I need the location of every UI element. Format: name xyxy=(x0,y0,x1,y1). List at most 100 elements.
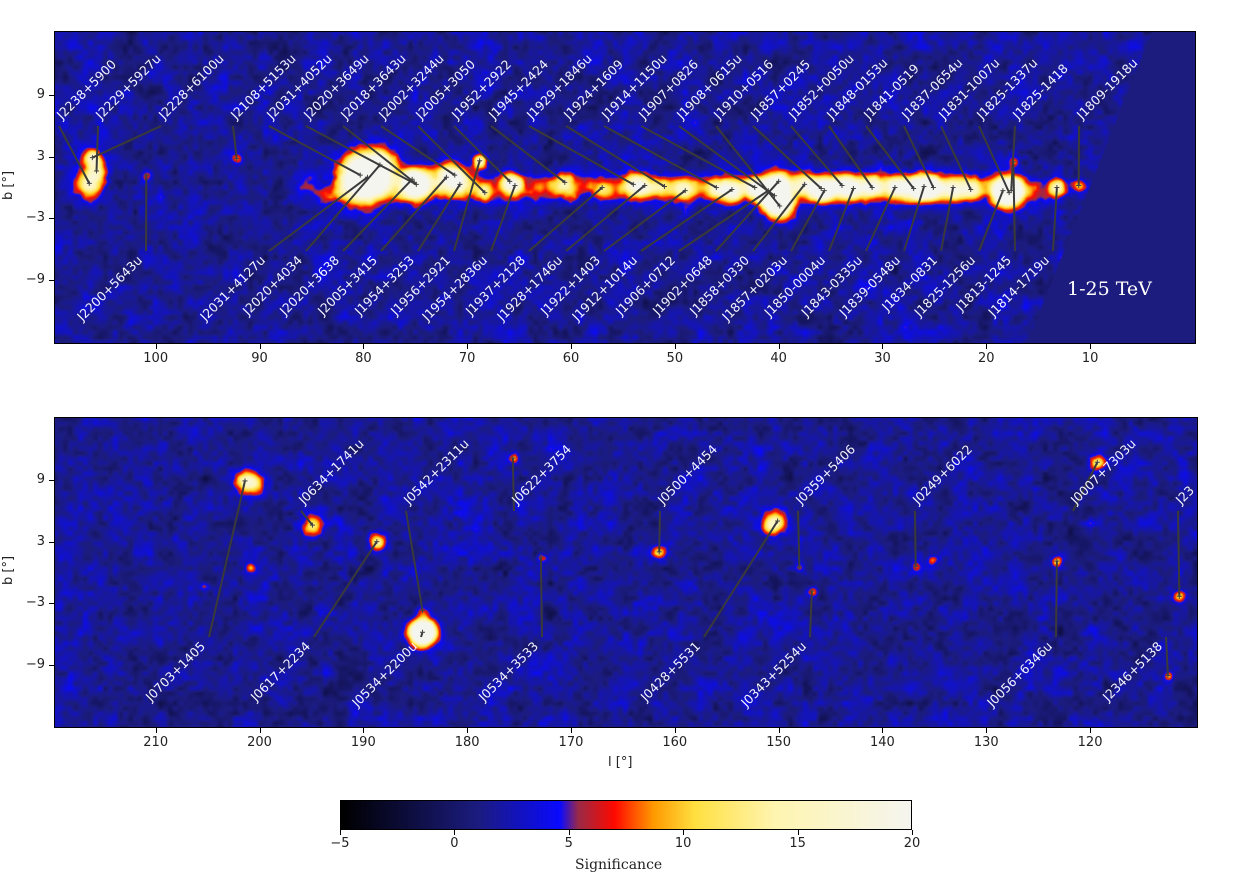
x-tick xyxy=(882,728,884,733)
source-label: J0622+3754 xyxy=(508,441,574,507)
leader-line xyxy=(1165,636,1169,676)
x-tick xyxy=(155,344,157,349)
source-label: J2018+3643u xyxy=(337,51,409,123)
source-label: J0007+7303u xyxy=(1067,436,1139,508)
source-marker-cross-icon xyxy=(510,455,516,461)
x-tick xyxy=(259,728,261,733)
source-label: J1809-1918u xyxy=(1073,55,1141,123)
source-marker-cross-icon xyxy=(850,186,856,192)
leader-line xyxy=(58,125,91,184)
x-tick-label: 50 xyxy=(666,351,684,366)
colorbar-tick xyxy=(568,830,570,835)
source-marker-cross-icon xyxy=(411,179,417,185)
leader-line xyxy=(1072,461,1099,512)
y-axis-label-bottom: b [°] xyxy=(1,555,17,586)
y-tick-label: 9 xyxy=(36,86,45,102)
x-tick-label: 120 xyxy=(1077,735,1103,750)
source-marker-cross-icon xyxy=(775,518,781,524)
x-tick-label: 100 xyxy=(143,351,169,366)
source-marker-cross-icon xyxy=(562,179,568,185)
source-marker-cross-icon xyxy=(682,188,688,194)
leader-line xyxy=(342,178,413,252)
y-tick-label: −9 xyxy=(25,657,45,673)
source-marker-cross-icon xyxy=(242,478,248,484)
leader-line xyxy=(658,510,661,552)
x-tick-label: 170 xyxy=(558,735,584,750)
source-marker-cross-icon xyxy=(234,156,240,162)
source-marker-cross-icon xyxy=(452,172,458,178)
source-marker-cross-icon xyxy=(752,185,758,190)
colorbar-tick xyxy=(340,830,341,835)
leader-line xyxy=(95,125,99,172)
source-marker-cross-icon xyxy=(482,190,488,196)
leader-line xyxy=(903,186,925,252)
source-marker-cross-icon xyxy=(457,181,463,187)
leader-line xyxy=(300,510,314,526)
y-tick xyxy=(49,541,54,543)
source-marker-cross-icon xyxy=(409,176,415,182)
source-marker-cross-icon xyxy=(802,181,808,187)
source-marker-cross-icon xyxy=(642,182,648,188)
source-marker-cross-icon xyxy=(1010,159,1016,165)
x-tick-label: 40 xyxy=(770,351,787,366)
leader-line xyxy=(268,125,361,177)
source-marker-cross-icon xyxy=(420,629,426,635)
x-tick xyxy=(570,728,572,733)
x-tick-label: 60 xyxy=(562,351,580,366)
source-marker-cross-icon xyxy=(1176,593,1182,599)
leader-line xyxy=(940,125,972,190)
source-annotations-bottom: J0703+1405 J0634+1741u J0617+2234 J0542+231… xyxy=(142,436,1197,711)
significance-map-top: J2238+5900 J2229+5927u J2228+6100u J2200+56… xyxy=(53,31,1196,344)
leader-line xyxy=(903,125,935,188)
leader-line xyxy=(640,188,733,252)
x-tick-label: 30 xyxy=(874,351,891,366)
leader-line xyxy=(232,125,238,159)
x-axis-label: l [°] xyxy=(608,755,633,770)
y-tick-label: 9 xyxy=(36,471,45,487)
source-marker-cross-icon xyxy=(309,522,315,528)
leader-line xyxy=(978,190,1004,252)
source-label: J0428+5531 xyxy=(637,639,703,705)
leader-line xyxy=(453,125,511,183)
colorbar-tick-label: 20 xyxy=(903,836,921,851)
source-marker-cross-icon xyxy=(777,203,783,209)
source-marker-cross-icon xyxy=(538,554,544,560)
source-marker-cross-icon xyxy=(420,608,426,614)
source-label: J1928+1746u xyxy=(493,253,565,325)
source-label: J0359+5406 xyxy=(792,441,858,507)
heatmap-canvas-top xyxy=(55,32,1195,343)
x-tick xyxy=(1090,728,1092,733)
leader-line xyxy=(914,510,917,567)
leader-line xyxy=(640,125,756,189)
x-tick-label: 200 xyxy=(247,735,272,750)
leader-line xyxy=(490,185,516,252)
leader-line xyxy=(208,480,246,638)
source-marker-cross-icon xyxy=(357,172,363,178)
source-marker-cross-icon xyxy=(950,185,956,190)
source-label: J23 xyxy=(1172,483,1197,508)
source-label: J0500+4454 xyxy=(654,441,720,507)
source-label: J2228+6100u xyxy=(155,51,227,123)
leader-line xyxy=(565,125,665,188)
source-marker-cross-icon xyxy=(796,564,802,570)
heatmap-canvas-bottom xyxy=(55,418,1197,727)
x-tick xyxy=(882,344,884,349)
source-marker-cross-icon xyxy=(1054,558,1060,564)
y-tick xyxy=(49,665,54,667)
x-tick-label: 70 xyxy=(458,351,476,366)
source-label: J0056+6346u xyxy=(983,639,1055,711)
source-marker-cross-icon xyxy=(507,178,513,184)
leader-line xyxy=(528,186,603,252)
source-marker-cross-icon xyxy=(869,185,875,190)
x-tick-label: 150 xyxy=(766,735,792,750)
source-marker-cross-icon xyxy=(630,181,636,187)
leader-line xyxy=(703,520,779,638)
y-tick xyxy=(49,94,54,96)
source-marker-cross-icon xyxy=(661,183,667,189)
x-tick xyxy=(363,344,365,349)
x-tick-label: 140 xyxy=(870,735,895,750)
colorbar-tick-label: 15 xyxy=(789,836,806,851)
source-marker-cross-icon xyxy=(821,188,827,194)
x-tick xyxy=(674,728,676,733)
x-tick xyxy=(986,728,988,733)
